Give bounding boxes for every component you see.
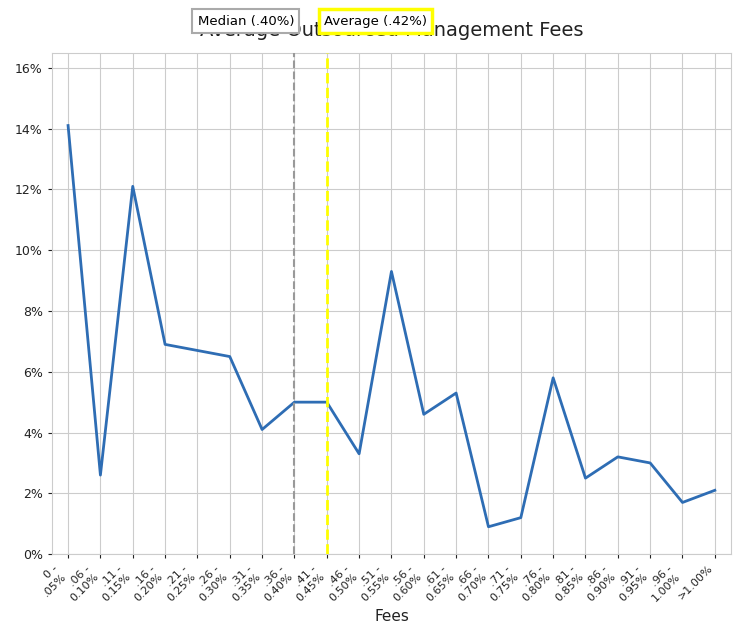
X-axis label: Fees: Fees	[374, 609, 409, 624]
Text: Average (.42%): Average (.42%)	[324, 15, 427, 27]
Title: Average Outsourced Management Fees: Average Outsourced Management Fees	[200, 21, 583, 40]
Text: Median (.40%): Median (.40%)	[198, 15, 294, 27]
